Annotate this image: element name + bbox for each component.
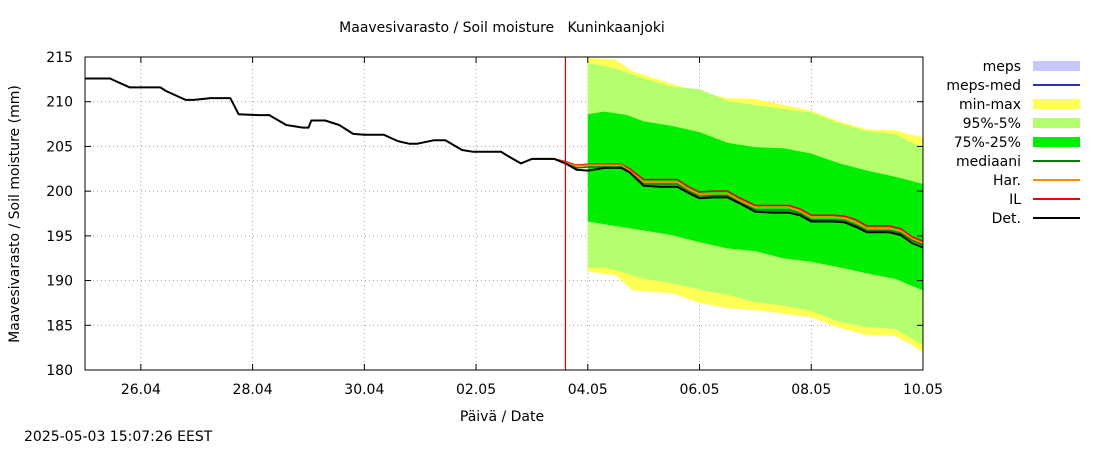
y-tick-label: 180: [46, 363, 73, 379]
legend-label: meps: [983, 59, 1021, 75]
legend-label: IL: [1009, 192, 1021, 208]
legend-swatch: [1033, 99, 1080, 109]
x-tick-label: 08.05: [791, 382, 831, 398]
legend: meps meps-med min-max 95%-5% 75%-25% mediaani…: [946, 59, 1080, 227]
y-axis-label: Maavesivarasto / Soil moisture (mm): [7, 85, 23, 343]
series-line-det: [85, 77, 924, 249]
x-tick-label: 04.05: [568, 382, 608, 398]
legend-label: Det.: [992, 211, 1021, 227]
legend-swatch: [1033, 61, 1080, 71]
timestamp: 2025-05-03 15:07:26 EEST: [24, 429, 213, 445]
series-line-har: [531, 158, 924, 244]
x-tick-label: 26.04: [121, 382, 161, 398]
plot-frame: [84, 56, 924, 371]
y-tick-label: 205: [46, 139, 73, 155]
legend-swatch: [1033, 137, 1080, 147]
legend-label: min-max: [959, 97, 1021, 113]
legend-label: meps-med: [946, 78, 1021, 94]
y-tick-label: 185: [46, 318, 73, 334]
chart-title: Maavesivarasto / Soil moisture Kuninkaan…: [339, 20, 665, 36]
plot-area: 180 185 190 195 200 205 210 215 26.04 28.04 30.04 0…: [46, 50, 943, 398]
series-line-il: [531, 158, 924, 242]
series-line-mediaani: [531, 158, 924, 246]
legend-label: 95%-5%: [963, 116, 1021, 132]
x-tick-label: 06.05: [679, 382, 719, 398]
y-tick-label: 215: [46, 50, 73, 66]
legend-label: mediaani: [956, 154, 1021, 170]
legend-swatch: [1033, 118, 1080, 128]
x-tick-label: 02.05: [456, 382, 496, 398]
legend-label: 75%-25%: [954, 135, 1021, 151]
y-tick-label: 200: [46, 184, 73, 200]
x-tick-label: 10.05: [903, 382, 943, 398]
x-tick-label: 28.04: [233, 382, 273, 398]
legend-label: Har.: [993, 173, 1021, 189]
x-tick-label: 30.04: [344, 382, 384, 398]
x-axis-label: Päivä / Date: [460, 409, 544, 425]
y-tick-label: 210: [46, 95, 73, 111]
band-75%-25%: [587, 111, 923, 291]
y-tick-label: 195: [46, 229, 73, 245]
y-tick-label: 190: [46, 274, 73, 290]
